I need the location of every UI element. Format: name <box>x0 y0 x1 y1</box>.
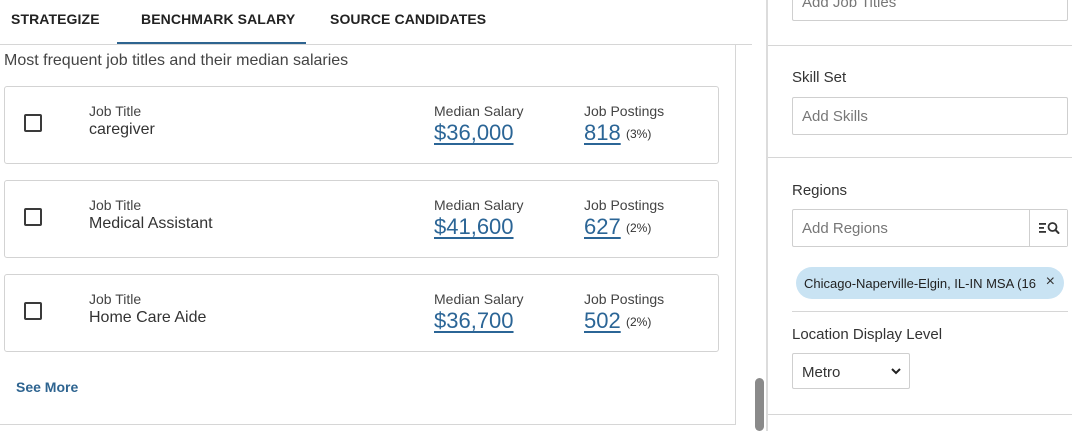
job-title-card: Job Title Medical Assistant Median Salar… <box>4 180 719 258</box>
skills-input[interactable]: Add Skills <box>792 97 1068 135</box>
job-title-card: Job Title caregiver Median Salary $36,00… <box>4 86 719 164</box>
median-salary-label: Median Salary <box>434 103 524 119</box>
chevron-down-icon <box>891 368 901 375</box>
section-divider <box>768 414 1072 415</box>
benchmark-panel: STRATEGIZE BENCHMARK SALARY SOURCE CANDI… <box>0 0 764 431</box>
job-title-card: Job Title Home Care Aide Median Salary $… <box>4 274 719 352</box>
job-postings-label: Job Postings <box>584 197 665 213</box>
job-title-value: Medical Assistant <box>89 215 213 232</box>
scrollbar-track[interactable] <box>752 45 766 431</box>
active-tab-indicator <box>117 42 306 44</box>
job-postings-label: Job Postings <box>584 291 665 307</box>
list-search-icon <box>1039 222 1060 234</box>
skill-set-label: Skill Set <box>792 69 847 86</box>
job-title-value: Home Care Aide <box>89 309 207 326</box>
job-titles-input[interactable]: Add Job Titles <box>792 0 1068 21</box>
job-postings-link[interactable]: 818 <box>584 120 621 145</box>
tab-strategize[interactable]: STRATEGIZE <box>11 11 100 27</box>
close-icon[interactable]: × <box>1045 273 1055 290</box>
see-more-link[interactable]: See More <box>16 379 79 395</box>
postings-share: (2%) <box>626 315 652 329</box>
section-divider <box>768 45 1072 46</box>
median-salary-label: Median Salary <box>434 197 524 213</box>
job-titles-placeholder: Add Job Titles <box>802 0 897 11</box>
skills-placeholder: Add Skills <box>802 108 868 125</box>
select-checkbox[interactable] <box>24 208 42 226</box>
regions-placeholder: Add Regions <box>802 220 888 237</box>
regions-search-button[interactable] <box>1029 210 1067 246</box>
median-salary-link[interactable]: $36,000 <box>434 120 514 145</box>
tab-source-candidates[interactable]: SOURCE CANDIDATES <box>330 11 487 27</box>
filters-panel: Add Job Titles Skill Set Add Skills Regi… <box>768 0 1072 431</box>
job-title-label: Job Title <box>89 197 142 213</box>
results-section: Most frequent job titles and their media… <box>0 45 736 425</box>
tab-benchmark-salary[interactable]: BENCHMARK SALARY <box>141 11 296 27</box>
region-chip: Chicago-Naperville-Elgin, IL-IN MSA (16 … <box>796 267 1064 299</box>
select-checkbox[interactable] <box>24 302 42 320</box>
section-divider <box>768 157 1072 158</box>
location-display-level-select[interactable]: Metro <box>792 353 910 389</box>
job-postings-link[interactable]: 502 <box>584 308 621 333</box>
postings-share: (2%) <box>626 221 652 235</box>
median-salary-link[interactable]: $41,600 <box>434 214 514 239</box>
section-description: Most frequent job titles and their media… <box>4 52 349 69</box>
median-salary-link[interactable]: $36,700 <box>434 308 514 333</box>
job-title-label: Job Title <box>89 291 142 307</box>
location-display-level-label: Location Display Level <box>792 326 943 343</box>
panel-divider <box>766 0 768 431</box>
scrollbar-thumb[interactable] <box>755 378 764 431</box>
section-divider <box>792 311 1068 312</box>
tab-bar: STRATEGIZE BENCHMARK SALARY SOURCE CANDI… <box>0 0 752 45</box>
job-title-label: Job Title <box>89 103 142 119</box>
postings-share: (3%) <box>626 127 652 141</box>
regions-input[interactable]: Add Regions <box>792 209 1068 247</box>
region-chip-label: Chicago-Naperville-Elgin, IL-IN MSA (16 <box>804 276 1036 291</box>
regions-label: Regions <box>792 182 848 199</box>
location-display-level-value: Metro <box>802 364 841 381</box>
job-postings-link[interactable]: 627 <box>584 214 621 239</box>
select-checkbox[interactable] <box>24 114 42 132</box>
median-salary-label: Median Salary <box>434 291 524 307</box>
job-title-value: caregiver <box>89 121 155 138</box>
job-postings-label: Job Postings <box>584 103 665 119</box>
